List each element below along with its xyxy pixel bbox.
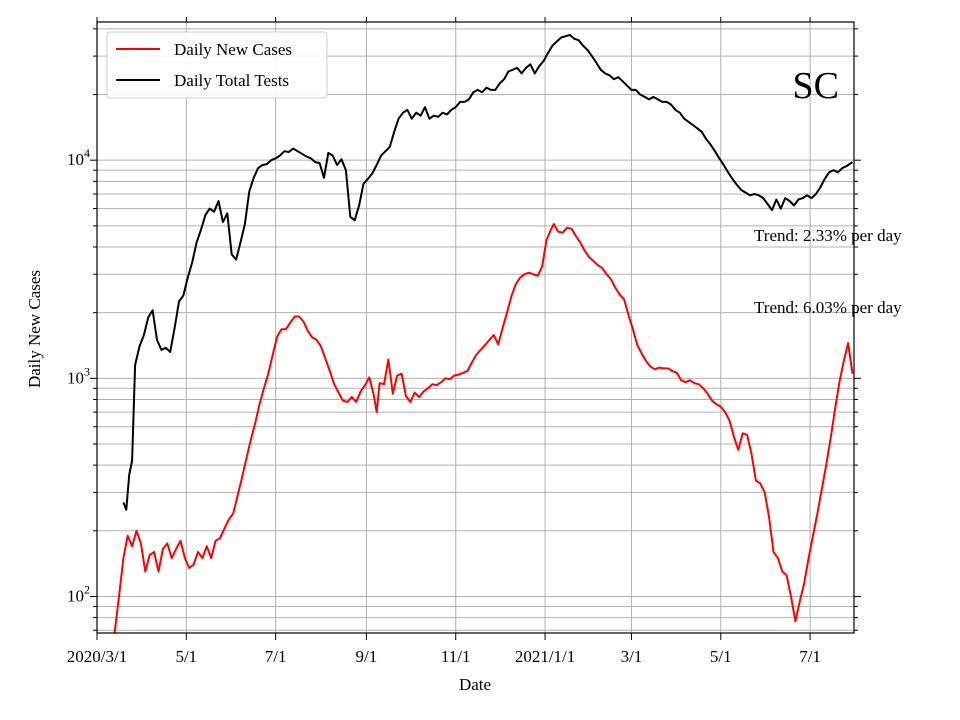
x-tick-label: 5/1 xyxy=(710,647,732,666)
legend-frame xyxy=(106,31,328,99)
state-label: SC xyxy=(793,65,839,107)
axes: 2020/3/1 5/1 7/1 9/1 11/1 2021/1/1 3/1 5/1 7/1 10… xyxy=(67,17,861,666)
legend: Daily New Cases Daily Total Tests xyxy=(106,31,328,99)
y-axis-label: Daily New Cases xyxy=(25,270,44,388)
legend-label-daily-total-tests: Daily Total Tests xyxy=(174,71,289,90)
x-axis-label: Date xyxy=(459,675,491,694)
x-tick-label: 2020/3/1 xyxy=(67,647,127,666)
y-tick-label: 103 xyxy=(67,364,90,387)
plot-frame xyxy=(96,21,855,634)
legend-label-daily-new-cases: Daily New Cases xyxy=(174,40,292,59)
x-tick-label: 7/1 xyxy=(265,647,287,666)
x-tick-label: 9/1 xyxy=(356,647,378,666)
x-tick-label: 3/1 xyxy=(621,647,643,666)
grid xyxy=(96,22,854,633)
trend-label-tests: Trend: 2.33% per day xyxy=(754,226,902,245)
trend-label-cases: Trend: 6.03% per day xyxy=(754,298,902,317)
y-tick-label: 102 xyxy=(67,582,90,605)
x-tick-label: 2021/1/1 xyxy=(515,647,575,666)
y-tick-label: 104 xyxy=(67,146,90,169)
series-layer xyxy=(113,34,854,633)
x-tick-label: 7/1 xyxy=(799,647,821,666)
series-line-daily-total-tests xyxy=(122,34,854,511)
series-line-daily-new-cases xyxy=(113,223,854,633)
x-tick-label: 11/1 xyxy=(441,647,471,666)
x-tick-label: 5/1 xyxy=(175,647,197,666)
